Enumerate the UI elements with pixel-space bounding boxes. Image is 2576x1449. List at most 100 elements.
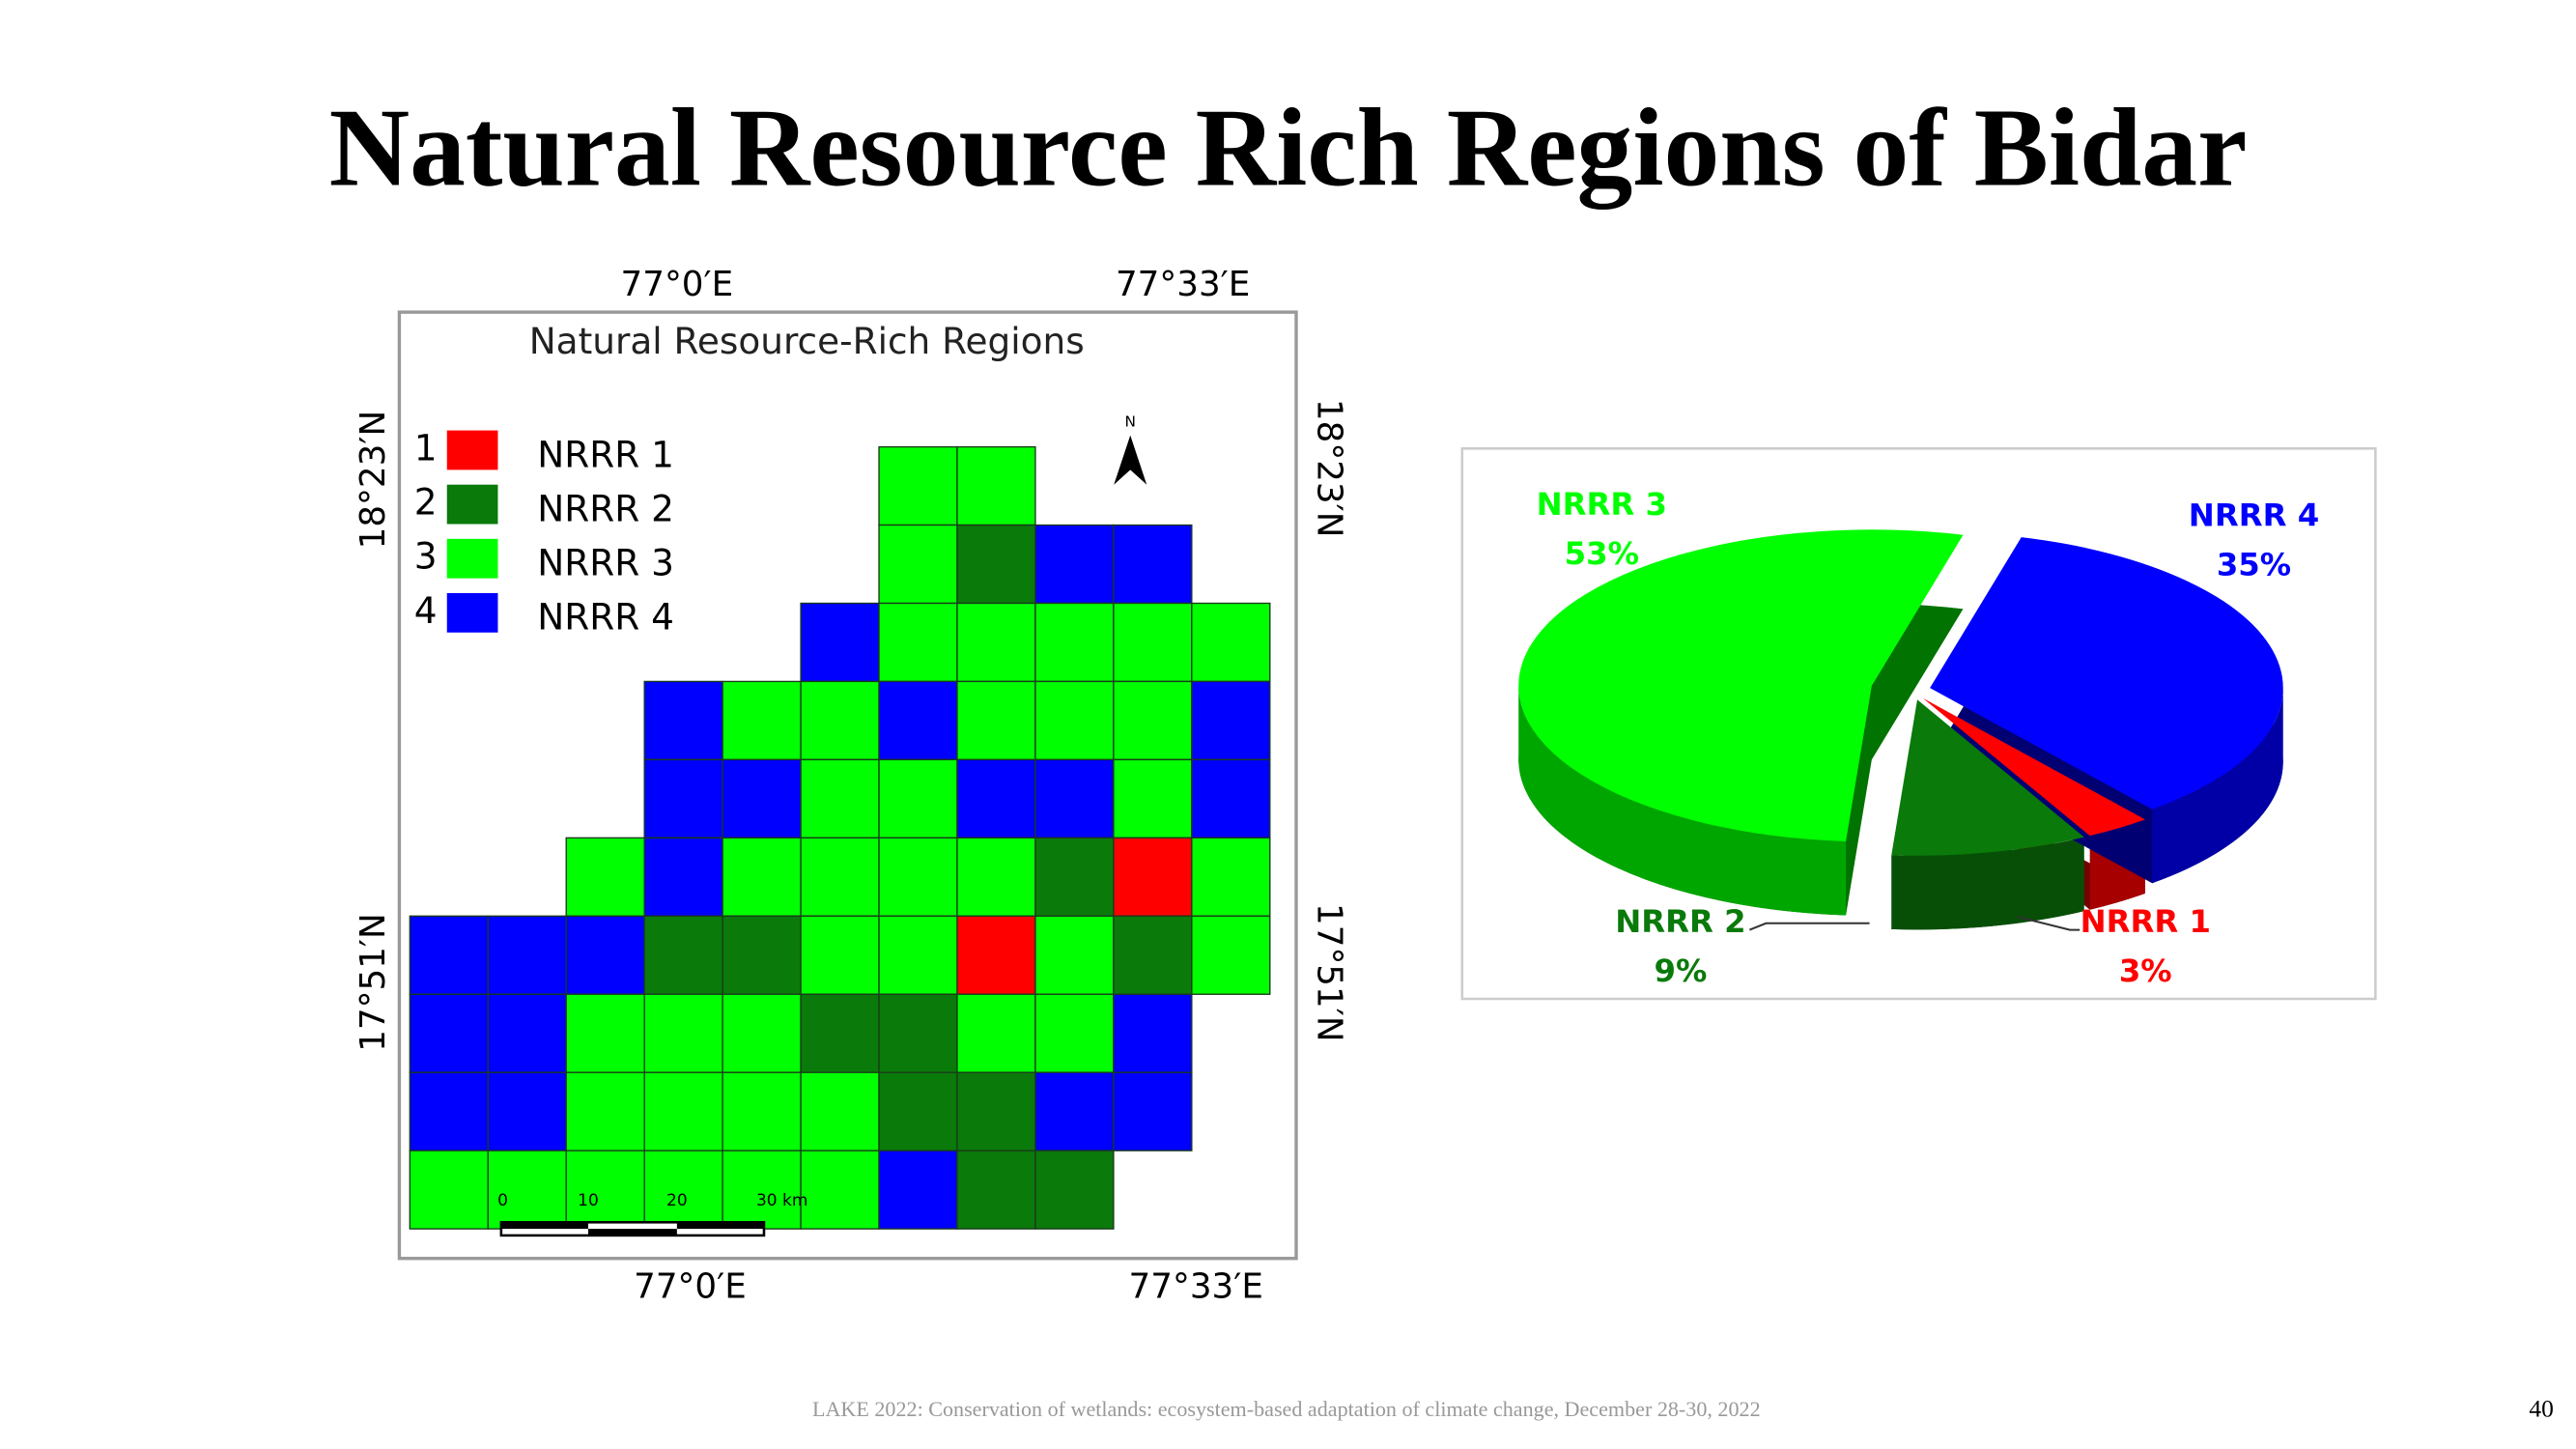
map-cell [800,680,880,761]
map-cell [1113,1071,1193,1151]
legend-swatch [446,538,498,579]
map-cell [643,1071,723,1151]
page-number: 40 [2529,1395,2554,1423]
map-cell [956,602,1036,683]
pie-value-label: 53% [1565,535,1639,572]
map-cell [1034,993,1115,1073]
map-cell [487,915,567,995]
legend-label: NRRR 1 [537,433,674,475]
scale-bar: 0 10 20 30 km [497,1191,807,1237]
map-cell [800,837,880,917]
pie-slice-side [1518,685,1847,916]
map-cell [1113,837,1193,917]
map-cell [878,993,958,1073]
map: Natural Resource-Rich Regions 77°0′E 77°… [354,265,1348,1306]
map-cell [800,1150,880,1230]
scale-bar-segment [500,1222,589,1230]
map-cell [643,993,723,1073]
map-cell [487,1071,567,1151]
map-cell [878,758,958,839]
scale-label: 10 [578,1191,599,1210]
pie-chart: NRRR 1 3% NRRR 2 9% NRRR 3 53% NRRR 4 35% [1518,486,2319,989]
map-cell [409,915,489,995]
map-cell [1034,524,1115,605]
map-cell [1191,915,1271,995]
map-cell [1034,915,1115,995]
map-cell [1191,837,1271,917]
legend-number: 3 [414,535,438,578]
map-cell [956,993,1036,1073]
map-cell [1034,680,1115,761]
map-cell [722,680,802,761]
map-cell [643,680,723,761]
map-cell [565,837,645,917]
map-cell [1034,1071,1115,1151]
map-cell [565,1150,645,1230]
map-cell [1113,758,1193,839]
map-cell [878,602,958,683]
map-title: Natural Resource-Rich Regions [529,320,1085,362]
map-cell [1034,758,1115,839]
map-cell [722,758,802,839]
pie-label: NRRR 4 [2189,497,2319,534]
pie-value-label: 9% [1655,952,1708,989]
footer: LAKE 2022: Conservation of wetlands: eco… [812,1397,1761,1421]
map-cell [800,602,880,683]
map-cell [956,1150,1036,1230]
map-cell [1034,602,1115,683]
legend-swatch [446,430,498,470]
pie-label: NRRR 2 [1615,903,1745,940]
map-cell [878,915,958,995]
map-cell [643,1150,723,1230]
north-label: N [1125,413,1136,431]
pie-label: NRRR 3 [1537,486,1667,523]
longitude-label: 77°0′E [621,265,734,304]
map-cell [643,758,723,839]
map-cell [487,1150,567,1230]
map-cell [878,1071,958,1151]
map-cell [1191,602,1271,683]
map-cell [956,445,1036,526]
map-cell [800,758,880,839]
map-cell [1034,1150,1115,1230]
legend-label: NRRR 4 [537,596,674,639]
map-cell [409,993,489,1073]
latitude-label: 18°23′N [1309,399,1348,538]
map-cell [800,1071,880,1151]
pie-slice [1891,699,2084,856]
map-cell [722,1150,802,1230]
map-cell [878,680,958,761]
map-cell [565,915,645,995]
map-cell [956,1071,1036,1151]
map-cell [800,993,880,1073]
map-cell [956,524,1036,605]
map-cell [565,993,645,1073]
latitude-label: 18°23′N [354,411,393,550]
map-cell [800,915,880,995]
map-cell [722,915,802,995]
map-cell [1113,993,1193,1073]
pie-slice-side [1891,837,2084,930]
map-cell [878,524,958,605]
latitude-label: 17°51′N [1309,903,1348,1042]
map-cell [878,1150,958,1230]
longitude-label: 77°0′E [634,1266,747,1306]
longitude-label: 77°33′E [1116,265,1250,304]
legend-swatch [446,484,498,525]
map-cell [643,915,723,995]
map-grid [409,445,1271,1230]
pie-slice-side [2152,688,2283,884]
leader-line [1749,922,1870,931]
map-cell [565,1071,645,1151]
scale-bar-segment [676,1222,764,1230]
pie-slice [1922,697,2145,837]
map-cell [1191,680,1271,761]
map-cell [956,837,1036,917]
scale-label: 0 [497,1191,508,1210]
map-cell [409,1150,489,1230]
leader-line [2017,915,2081,931]
legend-number: 2 [414,481,438,524]
pie-slice [1518,529,1964,841]
